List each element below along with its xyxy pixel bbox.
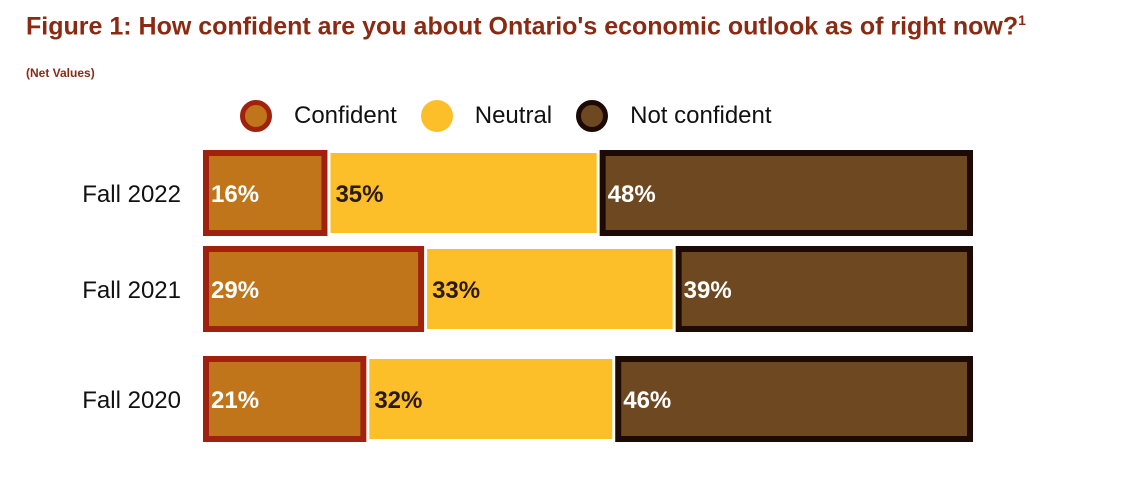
- legend-label-neutral: Neutral: [474, 102, 553, 129]
- value-label-fall-2020-not-confident: 46%: [623, 387, 671, 414]
- legend-item-not-confident: Not confident: [576, 100, 772, 132]
- legend-item-neutral: Neutral: [420, 100, 553, 132]
- bar-fall-2021-neutral: [427, 249, 673, 329]
- legend-label-not-confident: Not confident: [630, 102, 772, 129]
- bar-fall-2022-not-confident: [599, 150, 974, 236]
- value-label-fall-2022-neutral: 35%: [335, 181, 383, 208]
- legend-swatch-neutral: [420, 100, 453, 132]
- legend-label-confident: Confident: [294, 102, 397, 129]
- bar-fall-2020-confident: [203, 356, 367, 442]
- value-label-fall-2022-not-confident: 48%: [608, 181, 656, 208]
- legend-item-confident: Confident: [240, 100, 397, 132]
- legend-swatch-confident: [240, 100, 272, 132]
- value-label-fall-2020-neutral: 32%: [374, 387, 422, 414]
- bar-fall-2022-confident: [203, 150, 328, 236]
- value-label-fall-2020-confident: 21%: [211, 387, 259, 414]
- chart-subtitle: (Net Values): [26, 66, 95, 80]
- chart-title-text: Figure 1: How confident are you about On…: [26, 12, 1019, 41]
- value-label-fall-2021-confident: 29%: [211, 277, 259, 304]
- category-label-fall-2020: Fall 2020: [82, 387, 181, 414]
- bar-fall-2020-not-confident: [615, 356, 973, 442]
- value-label-fall-2022-confident: 16%: [211, 181, 259, 208]
- category-label-fall-2021: Fall 2021: [82, 277, 181, 304]
- value-label-fall-2021-neutral: 33%: [432, 277, 480, 304]
- chart-title: Figure 1: How confident are you about On…: [26, 12, 1026, 41]
- category-label-fall-2022: Fall 2022: [82, 181, 181, 208]
- title-footnote: 1: [1018, 12, 1026, 28]
- bar-fall-2022-neutral: [330, 153, 597, 233]
- bar-fall-2020-neutral: [369, 359, 613, 439]
- bar-fall-2021-not-confident: [675, 246, 973, 332]
- value-label-fall-2021-not-confident: 39%: [684, 277, 732, 304]
- bar-fall-2021-confident: [203, 246, 425, 332]
- legend-swatch-not-confident: [576, 100, 609, 132]
- legend: Confident Neutral Not confident: [240, 100, 796, 132]
